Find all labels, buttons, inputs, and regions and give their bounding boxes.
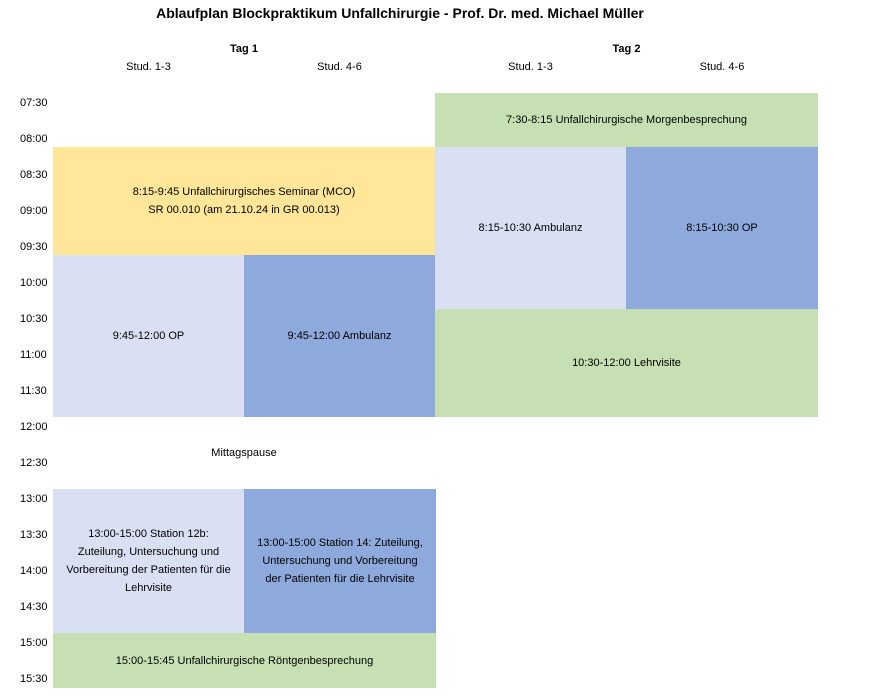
seminar-block: 8:15-9:45 Unfallchirurgisches Seminar (M… [53,147,435,255]
time-label: 09:30 [20,241,48,253]
time-label: 12:30 [20,457,48,469]
time-label: 15:00 [20,637,48,649]
time-label: 10:00 [20,277,48,289]
day-2-ambulanz-block: 8:15-10:30 Ambulanz [435,147,626,309]
time-label: 13:00 [20,493,48,505]
time-label: 08:30 [20,169,48,181]
morgenbesprechung-block: 7:30-8:15 Unfallchirurgische Morgenbespr… [435,93,818,147]
time-label: 09:00 [20,205,48,217]
station-14-block: 13:00-15:00 Station 14: Zuteilung, Unter… [244,489,436,633]
time-label: 07:30 [20,97,48,109]
day-1-label: Tag 1 [230,43,258,55]
roentgen-block: 15:00-15:45 Unfallchirurgische Röntgenbe… [53,633,436,688]
time-label: 14:00 [20,565,48,577]
lehrvisite-block: 10:30-12:00 Lehrvisite [435,309,818,417]
time-label: 13:30 [20,529,48,541]
time-label: 10:30 [20,313,48,325]
day-1-group-1-label: Stud. 1-3 [126,61,171,73]
time-label: 14:30 [20,601,48,613]
day-1-ambulanz-block: 9:45-12:00 Ambulanz [244,255,435,417]
time-label: 08:00 [20,133,48,145]
time-label: 11:00 [20,349,47,361]
page-title: Ablaufplan Blockpraktikum Unfallchirurgi… [156,5,644,21]
time-label: 15:30 [20,673,48,685]
day-1-group-2-label: Stud. 4-6 [317,61,362,73]
day-2-group-2-label: Stud. 4-6 [699,61,745,73]
day-2-group-1-label: Stud. 1-3 [508,61,553,73]
mittagspause-label: Mittagspause [211,447,277,459]
day-2-label: Tag 2 [612,43,641,55]
time-label: 11:30 [20,385,47,397]
station-12b-block: 13:00-15:00 Station 12b: Zuteilung, Unte… [53,489,244,633]
day-2-op-block: 8:15-10:30 OP [626,147,818,309]
day-1-op-block: 9:45-12:00 OP [53,255,244,417]
time-label: 12:00 [20,421,48,433]
